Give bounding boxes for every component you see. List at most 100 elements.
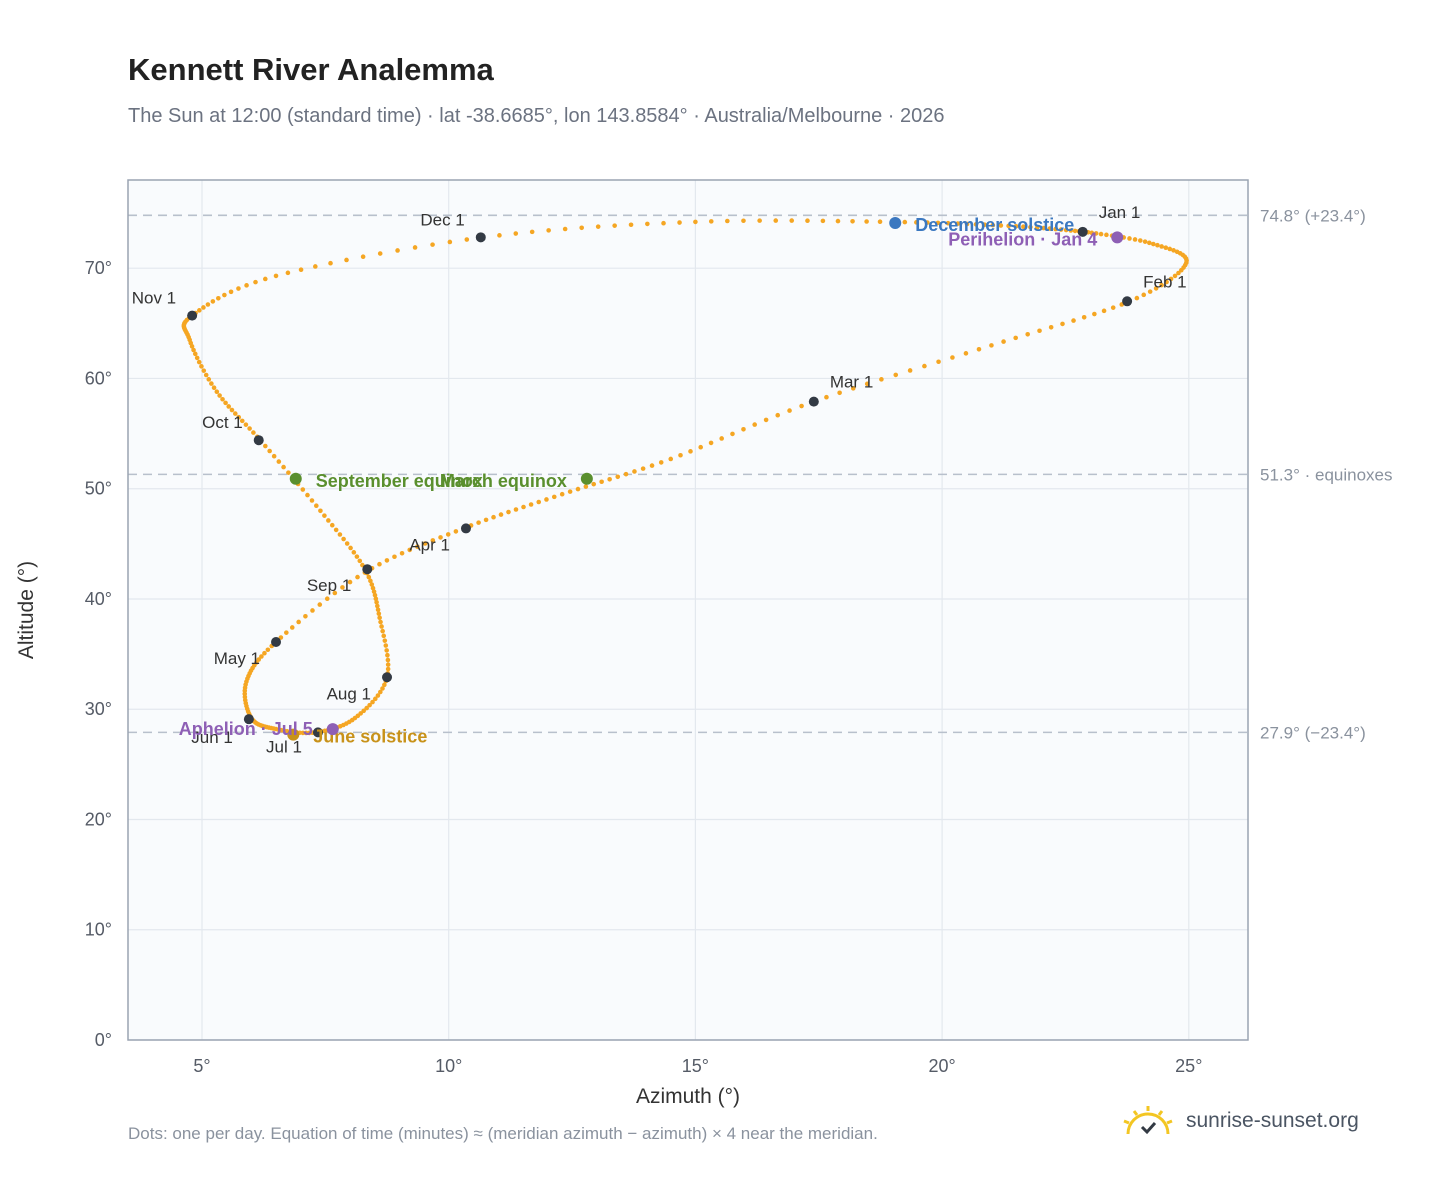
day-dot xyxy=(310,608,315,613)
event-marker-dot xyxy=(289,472,302,485)
day-dot xyxy=(340,585,345,590)
day-dot xyxy=(1172,273,1178,279)
x-tick-label: 10° xyxy=(435,1056,462,1076)
day-dot xyxy=(251,430,256,435)
day-dot xyxy=(273,273,279,279)
day-dot xyxy=(789,218,795,223)
day-dot xyxy=(1132,237,1138,242)
y-axis-title: Altitude (°) xyxy=(15,561,38,659)
day-dot xyxy=(1034,225,1040,230)
day-dot xyxy=(850,218,855,224)
day-dot xyxy=(233,411,238,416)
day-dot xyxy=(567,489,573,494)
month-marker-dot xyxy=(382,672,393,683)
day-dot xyxy=(314,503,319,509)
day-dot xyxy=(1072,228,1078,234)
day-dot xyxy=(1179,267,1184,273)
day-dot xyxy=(1142,239,1148,244)
day-dot xyxy=(206,377,212,382)
day-dot xyxy=(385,662,391,667)
day-dot xyxy=(775,412,781,418)
month-markers: Jan 1 Feb 1 Mar 1 Apr 1 May 1 Jun 1 Jul 1 Aug 1… xyxy=(132,203,1187,757)
day-dot xyxy=(513,231,519,236)
day-dot xyxy=(835,218,841,224)
day-dot xyxy=(1155,242,1160,248)
day-dot xyxy=(399,550,405,556)
day-dot xyxy=(741,218,746,224)
day-dot xyxy=(976,347,982,352)
day-dot xyxy=(935,220,941,226)
day-dot xyxy=(285,270,291,276)
day-dot xyxy=(383,643,389,648)
day-dot xyxy=(375,603,380,609)
day-dot xyxy=(361,708,366,714)
day-dot xyxy=(1001,339,1006,344)
day-dot xyxy=(1163,245,1169,250)
day-dot xyxy=(385,666,391,672)
day-dot xyxy=(864,219,869,224)
day-dot xyxy=(382,638,388,643)
day-dot xyxy=(384,648,389,653)
day-dot xyxy=(1159,282,1164,288)
day-dot xyxy=(341,536,346,542)
day-dot xyxy=(773,218,779,223)
day-dot xyxy=(217,393,222,398)
brand-name: sunrise-sunset.org xyxy=(1186,1109,1359,1132)
day-dot xyxy=(385,652,390,658)
chart-title: Kennett River Analemma xyxy=(128,52,494,87)
day-dot xyxy=(216,295,221,301)
y-tick-label: 20° xyxy=(85,809,112,829)
day-dot xyxy=(1071,318,1076,323)
day-dot xyxy=(380,628,385,634)
day-dot xyxy=(925,220,930,225)
day-dot xyxy=(963,351,969,356)
day-dot xyxy=(210,299,216,304)
day-dot xyxy=(752,422,757,427)
day-dot xyxy=(640,466,646,471)
day-dot xyxy=(497,233,502,238)
day-dot xyxy=(820,218,826,224)
day-dot xyxy=(741,426,746,432)
day-dot xyxy=(205,302,211,307)
event-marker-label: September equinox xyxy=(316,471,483,491)
event-marker-dot xyxy=(889,217,902,229)
day-dot xyxy=(464,237,470,242)
day-dot xyxy=(289,625,295,630)
day-dot xyxy=(271,453,277,459)
day-dot xyxy=(407,547,413,553)
day-dot xyxy=(1151,241,1156,247)
day-dot xyxy=(544,497,549,502)
day-dot xyxy=(1060,321,1065,327)
day-dot xyxy=(430,242,435,247)
day-dot xyxy=(226,404,232,409)
day-dot xyxy=(214,389,220,394)
day-dot xyxy=(1081,314,1087,320)
day-dot xyxy=(368,578,373,584)
day-dot xyxy=(392,554,397,560)
day-dot xyxy=(303,613,308,619)
month-marker-label: Feb 1 xyxy=(1143,272,1186,291)
month-marker-label: Oct 1 xyxy=(202,413,243,432)
day-dot xyxy=(303,730,309,736)
day-dot xyxy=(422,541,428,546)
day-dot xyxy=(259,654,264,659)
day-dot xyxy=(1110,305,1116,310)
plot-frame xyxy=(127,179,1249,1041)
day-dot xyxy=(1093,231,1099,236)
x-axis-title: Azimuth (°) xyxy=(636,1085,740,1108)
day-dot xyxy=(1147,240,1152,246)
day-dot xyxy=(677,220,682,225)
day-dot xyxy=(864,381,870,387)
day-dot xyxy=(506,509,511,515)
day-dot xyxy=(281,464,286,470)
day-dot xyxy=(879,377,884,382)
day-dot xyxy=(1041,225,1046,231)
day-dot xyxy=(599,479,604,485)
day-dot xyxy=(799,403,804,409)
brand[interactable]: sunrise-sunset.org xyxy=(1120,1104,1359,1138)
day-dot xyxy=(521,504,526,510)
day-dot xyxy=(551,494,557,500)
day-dot xyxy=(1058,227,1064,232)
month-marker-label: Apr 1 xyxy=(409,535,450,554)
